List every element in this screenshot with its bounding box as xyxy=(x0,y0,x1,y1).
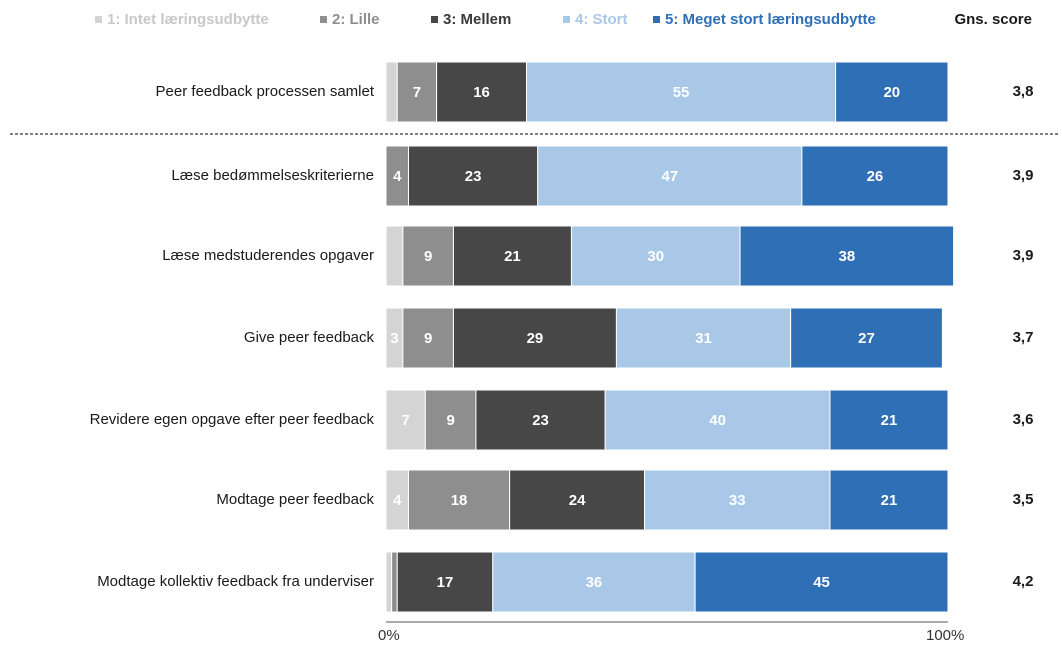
bar-data-label: 40 xyxy=(709,412,726,429)
bar-data-label: 4 xyxy=(393,492,402,509)
bar-segment xyxy=(385,61,398,123)
legend-label: 3: Mellem xyxy=(443,11,512,28)
bar-data-label: 7 xyxy=(401,412,409,429)
bar-segment xyxy=(385,551,393,613)
bar-data-label: 16 xyxy=(473,84,490,101)
bar-segment xyxy=(790,307,943,369)
bar-segment xyxy=(537,145,803,207)
legend-item: 2: Lille xyxy=(320,8,380,32)
legend-item: 3: Mellem xyxy=(431,8,511,32)
row-score: 3,8 xyxy=(1012,83,1034,100)
legend-swatch xyxy=(431,15,438,23)
row-score: 3,9 xyxy=(1012,247,1034,264)
bar-data-label: 55 xyxy=(673,84,690,101)
row-label: Modtage peer feedback xyxy=(216,491,374,508)
bar-segment xyxy=(452,225,572,287)
legend-label: 2: Lille xyxy=(332,11,380,28)
bar-segment xyxy=(424,389,477,451)
bar-segment xyxy=(604,389,831,451)
bar-data-label: 38 xyxy=(838,248,855,265)
row-label: Læse medstuderendes opgaver xyxy=(162,247,374,264)
bar-segment xyxy=(436,61,527,123)
bar-data-label: 21 xyxy=(881,492,898,509)
bar-segment xyxy=(801,145,949,207)
row-score: 4,2 xyxy=(1012,573,1034,590)
bar-data-label: 9 xyxy=(424,330,432,347)
bar-data-label: 3 xyxy=(390,330,398,347)
legend-label: 4: Stort xyxy=(575,11,628,28)
bar-segment xyxy=(509,469,646,531)
bar-segment xyxy=(526,61,837,123)
bar-data-label: 20 xyxy=(883,84,900,101)
bar-data-label: 45 xyxy=(813,574,830,591)
bar-segment xyxy=(391,551,398,613)
row-label: Læse bedømmelseskriterierne xyxy=(171,167,374,184)
bar-segment xyxy=(492,551,696,613)
legend-swatch xyxy=(320,15,327,23)
legend-item: 4: Stort xyxy=(563,8,628,32)
bar-segment xyxy=(829,389,949,451)
row-label: Peer feedback processen samlet xyxy=(155,83,374,100)
legend-swatch xyxy=(563,15,570,23)
bar-segment xyxy=(829,469,949,531)
bar-data-label: 18 xyxy=(451,492,468,509)
bar-segment xyxy=(452,307,617,369)
bar-data-label: 36 xyxy=(586,574,603,591)
bar-data-label: 7 xyxy=(413,84,421,101)
bar-segment xyxy=(396,551,494,613)
score-column-header: Gns. score xyxy=(954,11,1032,28)
legend-label: 1: Intet læringsudbytte xyxy=(107,11,269,28)
bar-data-label: 9 xyxy=(424,248,432,265)
bar-segment xyxy=(694,551,949,613)
row-score: 3,5 xyxy=(1012,491,1034,508)
bar-segment xyxy=(835,61,949,123)
bar-data-label: 26 xyxy=(867,168,884,185)
bar-data-label: 27 xyxy=(858,330,875,347)
legend-swatch xyxy=(653,15,660,23)
bar-data-label: 23 xyxy=(465,168,482,185)
row-label: Give peer feedback xyxy=(243,329,374,346)
legend-swatch xyxy=(95,15,102,23)
bar-data-label: 4 xyxy=(393,168,402,185)
row-label: Revidere egen opgave efter peer feedback xyxy=(89,411,374,428)
bar-data-label: 21 xyxy=(504,248,521,265)
bar-segment xyxy=(385,389,426,451)
row-score: 3,9 xyxy=(1012,167,1034,184)
legend-item: 5: Meget stort læringsudbytte xyxy=(653,8,876,32)
bar-segment xyxy=(475,389,606,451)
legend-item: 1: Intet læringsudbytte xyxy=(95,8,269,32)
row-label: Modtage kollektiv feedback fra undervise… xyxy=(97,573,374,590)
bar-segment xyxy=(385,225,404,287)
chart-legend: 1: Intet læringsudbytte 2: Lille 3: Mellem… xyxy=(95,8,935,32)
bar-data-label: 9 xyxy=(446,412,454,429)
bar-data-label: 33 xyxy=(729,492,746,509)
legend-label: 5: Meget stort læringsudbytte xyxy=(665,11,876,28)
bar-data-label: 30 xyxy=(647,248,664,265)
bar-data-label: 29 xyxy=(527,330,544,347)
bar-segment xyxy=(739,225,955,287)
bar-data-label: 21 xyxy=(881,412,898,429)
bar-segment xyxy=(407,145,539,207)
bar-segment xyxy=(615,307,792,369)
bar-data-label: 23 xyxy=(532,412,549,429)
bar-data-label: 47 xyxy=(661,168,678,185)
x-tick-label: 100% xyxy=(926,627,965,644)
x-tick-label: 0% xyxy=(378,627,400,644)
bar-data-label: 17 xyxy=(437,574,454,591)
bar-segment xyxy=(402,307,454,369)
bar-data-label: 24 xyxy=(569,492,586,509)
bar-data-label: 31 xyxy=(695,330,712,347)
bar-segment xyxy=(570,225,741,287)
row-score: 3,6 xyxy=(1012,411,1034,428)
row-score: 3,7 xyxy=(1012,329,1034,346)
